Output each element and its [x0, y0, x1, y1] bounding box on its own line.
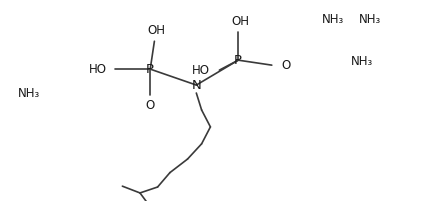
- Text: OH: OH: [231, 15, 249, 28]
- Text: O: O: [146, 99, 155, 113]
- Text: NH₃: NH₃: [18, 86, 40, 100]
- Text: OH: OH: [148, 24, 165, 37]
- Text: HO: HO: [192, 64, 209, 77]
- Text: O: O: [282, 59, 291, 72]
- Text: NH₃: NH₃: [351, 55, 373, 68]
- Text: HO: HO: [89, 63, 107, 76]
- Text: NH₃: NH₃: [359, 13, 381, 26]
- Text: P: P: [234, 54, 242, 67]
- Text: N: N: [192, 79, 201, 92]
- Text: NH₃: NH₃: [322, 13, 344, 26]
- Text: P: P: [146, 63, 154, 76]
